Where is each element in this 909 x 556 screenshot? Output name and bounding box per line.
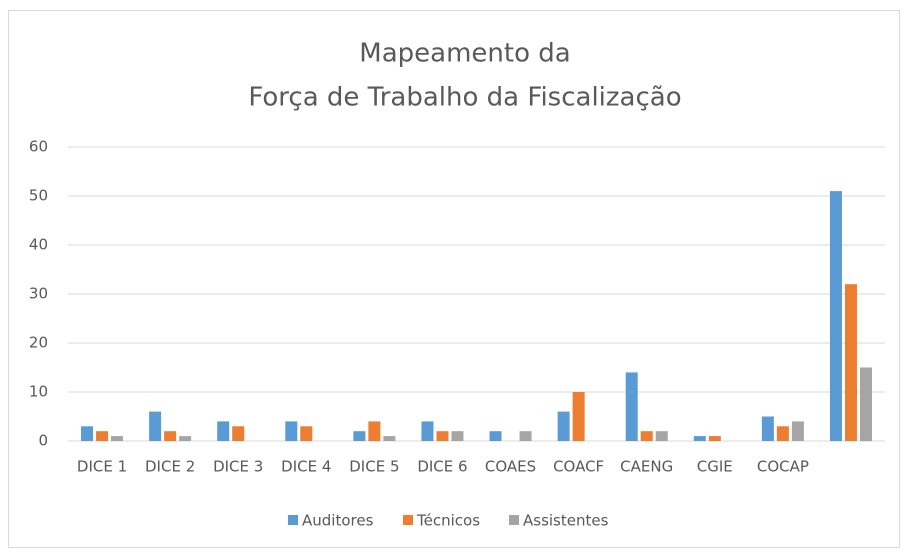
bar bbox=[519, 431, 532, 441]
x-tick-label: COACF bbox=[553, 458, 604, 476]
bar bbox=[572, 392, 585, 441]
bar bbox=[368, 421, 381, 441]
legend-label: Auditores bbox=[302, 512, 374, 530]
x-tick-label: DICE 1 bbox=[77, 458, 127, 476]
legend-label: Assistentes bbox=[523, 512, 609, 530]
bar bbox=[829, 191, 842, 441]
y-tick-label: 40 bbox=[29, 236, 48, 254]
y-tick-label: 60 bbox=[29, 138, 48, 156]
bar bbox=[776, 426, 789, 441]
bar bbox=[96, 431, 109, 441]
bar bbox=[353, 431, 366, 441]
legend-swatch bbox=[509, 515, 519, 525]
x-tick-label: CGIE bbox=[697, 458, 733, 476]
bar bbox=[708, 436, 721, 441]
x-tick-label: COCAP bbox=[757, 458, 809, 476]
x-tick-label: DICE 5 bbox=[349, 458, 399, 476]
y-tick-label: 10 bbox=[29, 383, 48, 401]
x-tick-label: CAENG bbox=[620, 458, 673, 476]
chart-title: Mapeamento da bbox=[359, 39, 570, 69]
bar bbox=[693, 436, 706, 441]
y-tick-label: 0 bbox=[38, 432, 48, 450]
bar bbox=[111, 436, 124, 441]
legend-swatch bbox=[288, 515, 298, 525]
bar bbox=[625, 372, 638, 441]
bar bbox=[300, 426, 313, 441]
bar bbox=[655, 431, 668, 441]
bar bbox=[859, 367, 872, 441]
x-tick-label: DICE 4 bbox=[281, 458, 331, 476]
bar bbox=[451, 431, 464, 441]
y-tick-label: 20 bbox=[29, 334, 48, 352]
chart-frame bbox=[8, 10, 900, 548]
bar bbox=[761, 416, 774, 441]
x-tick-label: COAES bbox=[485, 458, 536, 476]
bar bbox=[285, 421, 298, 441]
bar bbox=[436, 431, 449, 441]
bar bbox=[557, 411, 570, 441]
x-tick-label: DICE 6 bbox=[417, 458, 467, 476]
chart-title: Força de Trabalho da Fiscalização bbox=[248, 83, 681, 113]
x-tick-label: DICE 2 bbox=[145, 458, 195, 476]
bar bbox=[489, 431, 502, 441]
legend-swatch bbox=[403, 515, 413, 525]
legend-label: Técnicos bbox=[416, 512, 480, 530]
bar bbox=[421, 421, 434, 441]
bar bbox=[791, 421, 804, 441]
bar bbox=[179, 436, 192, 441]
bar bbox=[217, 421, 230, 441]
bar bbox=[81, 426, 94, 441]
bar bbox=[844, 284, 857, 441]
y-tick-label: 50 bbox=[29, 187, 48, 205]
bar bbox=[149, 411, 162, 441]
bar bbox=[383, 436, 396, 441]
bar bbox=[232, 426, 245, 441]
y-tick-label: 30 bbox=[29, 285, 48, 303]
bar bbox=[164, 431, 177, 441]
x-tick-label: DICE 3 bbox=[213, 458, 263, 476]
bar bbox=[640, 431, 653, 441]
